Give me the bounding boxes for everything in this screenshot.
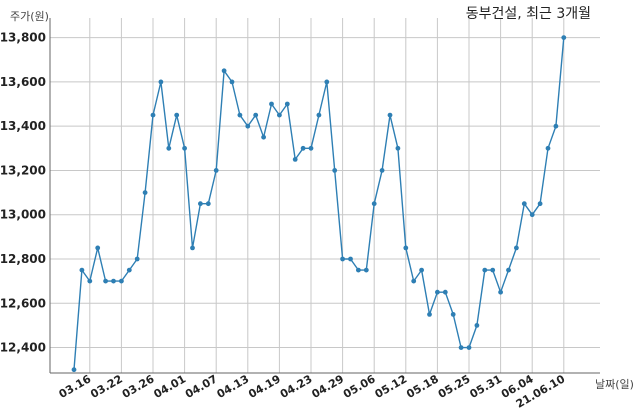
- data-point: [284, 101, 290, 107]
- data-point: [166, 145, 172, 151]
- data-point: [521, 201, 527, 207]
- x-tick-label: 05.18: [404, 372, 441, 401]
- chart-title: 동부건설, 최근 3개월: [466, 6, 591, 22]
- data-point: [292, 157, 298, 162]
- y-tick-label: 12,600: [0, 296, 46, 310]
- data-point: [537, 201, 543, 207]
- data-point: [277, 112, 282, 118]
- data-point: [411, 278, 417, 284]
- x-tick-label: 05.31: [467, 372, 504, 401]
- y-tick-label: 12,800: [0, 252, 46, 266]
- data-point: [134, 256, 140, 262]
- data-point: [126, 267, 132, 273]
- data-point: [324, 79, 330, 85]
- data-point: [514, 245, 519, 251]
- data-point: [308, 145, 314, 151]
- data-point: [190, 245, 195, 251]
- data-point: [379, 168, 385, 173]
- data-point: [395, 145, 401, 151]
- x-tick-label: 05.06: [341, 372, 378, 401]
- x-tick-label: 04.29: [309, 372, 346, 401]
- x-tick-label: 04.13: [215, 372, 252, 401]
- data-point: [79, 267, 85, 273]
- data-point: [482, 267, 488, 273]
- data-point: [71, 367, 77, 373]
- data-point: [348, 256, 353, 262]
- data-point: [356, 267, 361, 273]
- y-tick-label: 13,800: [0, 31, 46, 45]
- data-point: [103, 278, 108, 284]
- data-point: [245, 123, 251, 129]
- data-point: [316, 112, 322, 118]
- data-point: [419, 267, 424, 273]
- data-point: [506, 267, 511, 273]
- x-tick-label: 04.01: [151, 372, 188, 401]
- data-point: [474, 323, 480, 328]
- data-point: [363, 267, 369, 273]
- data-point: [498, 289, 503, 295]
- data-point: [529, 212, 535, 218]
- data-point: [427, 312, 432, 317]
- data-point: [198, 201, 203, 207]
- data-point: [442, 289, 448, 295]
- y-tick-label: 13,400: [0, 119, 46, 133]
- data-point: [237, 112, 243, 118]
- data-point: [221, 68, 227, 74]
- data-point: [261, 134, 266, 140]
- data-point: [213, 168, 219, 173]
- data-point: [435, 289, 440, 295]
- x-tick-label: 04.07: [183, 372, 220, 401]
- data-point: [205, 201, 211, 207]
- y-tick-label: 12,400: [0, 341, 46, 355]
- data-point: [490, 267, 496, 273]
- data-point: [269, 101, 274, 107]
- data-point: [466, 345, 472, 350]
- data-point: [150, 112, 156, 118]
- y-tick-label: 13,200: [0, 163, 46, 177]
- data-point: [119, 278, 124, 284]
- x-tick-label: 03.16: [57, 372, 94, 401]
- data-point: [300, 145, 306, 151]
- x-tick-label: 04.23: [278, 372, 315, 401]
- data-point: [253, 112, 259, 118]
- data-point: [450, 312, 456, 317]
- data-point: [174, 112, 180, 118]
- data-point: [458, 345, 464, 350]
- data-point: [87, 278, 93, 284]
- data-point: [229, 79, 235, 85]
- data-point: [371, 201, 377, 207]
- data-point: [340, 256, 345, 262]
- data-point: [142, 190, 148, 196]
- data-point: [95, 245, 101, 251]
- data-point: [111, 278, 116, 284]
- data-point: [158, 79, 164, 85]
- x-tick-label: 04.19: [246, 372, 283, 401]
- x-tick-label: 03.22: [88, 372, 125, 401]
- x-tick-label: 05.25: [436, 372, 473, 401]
- data-point: [553, 123, 559, 129]
- data-point: [332, 168, 338, 173]
- data-point: [182, 145, 188, 151]
- data-point: [387, 112, 393, 118]
- data-point: [403, 245, 409, 251]
- series-line: [73, 37, 565, 370]
- labels: 동부건설, 최근 3개월 주가(원) 날짜(일): [10, 6, 634, 391]
- gridlines: [50, 18, 600, 373]
- x-axis-label: 날짜(일): [595, 377, 634, 391]
- data-point: [545, 145, 551, 151]
- y-tick-label: 13,000: [0, 208, 46, 222]
- y-tick-label: 13,600: [0, 75, 46, 89]
- data-point: [561, 35, 567, 40]
- x-tick-label: 03.26: [120, 372, 157, 401]
- x-tick-label: 05.12: [373, 372, 410, 401]
- y-axis-label: 주가(원): [10, 10, 49, 23]
- series-layer: [71, 35, 567, 373]
